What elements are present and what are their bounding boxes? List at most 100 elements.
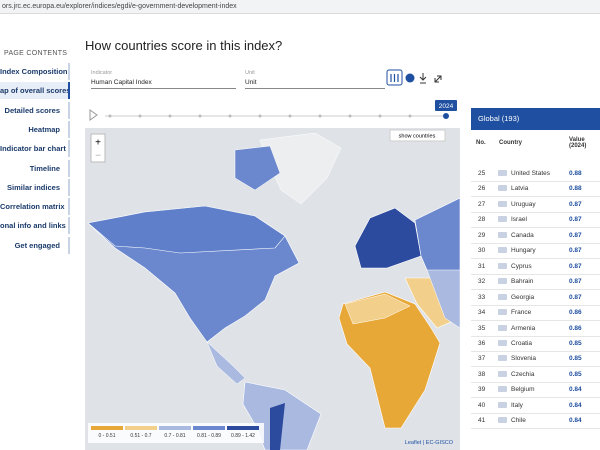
sidebar-link[interactable]: Get engaged — [0, 236, 70, 254]
country: Israel — [511, 216, 527, 224]
rank: 37 — [478, 355, 486, 363]
sidebar-link[interactable]: Timeline — [0, 159, 70, 177]
table-row[interactable]: 30 Hungary 0.87 — [471, 243, 600, 260]
info-button[interactable] — [405, 73, 415, 83]
rank: 25 — [478, 170, 486, 177]
table-row[interactable]: 31 Cyprus 0.87 — [471, 259, 600, 275]
unit-select[interactable]: Unit — [245, 79, 385, 89]
flag — [498, 417, 507, 424]
country: Armenia — [511, 324, 536, 332]
unit-label: Unit — [245, 70, 255, 76]
show-countries-button[interactable] — [389, 129, 446, 142]
table-row[interactable]: 35 Armenia 0.86 — [471, 321, 600, 337]
table-row[interactable]: 25 United States 0.88 — [471, 166, 600, 182]
value: 0.88 — [569, 185, 582, 193]
year-badge — [435, 100, 457, 111]
legend-label: 0.51 - 0.7 — [130, 433, 151, 439]
sidebar: Index Composition ap of overall scores Det… — [0, 63, 70, 263]
central-america — [206, 341, 246, 385]
flag — [498, 386, 507, 393]
attribution: Leaflet | EC-GISCO — [405, 440, 454, 446]
zoom-in[interactable]: + — [95, 138, 101, 149]
africa — [338, 291, 441, 429]
country: Canada — [511, 231, 534, 239]
sidebar-link[interactable]: Index Composition — [0, 63, 70, 80]
country: Hungary — [511, 247, 536, 255]
table-row[interactable]: 36 Croatia 0.85 — [471, 336, 600, 352]
value: 0.87 — [569, 216, 582, 224]
download-button[interactable] — [419, 73, 427, 84]
flag — [498, 401, 507, 408]
flag — [498, 185, 507, 192]
flag — [498, 231, 507, 238]
sidebar-link[interactable]: Indicator bar chart — [0, 140, 70, 158]
header-country: Country — [499, 140, 522, 146]
table-row[interactable]: 40 Italy 0.84 — [471, 398, 600, 414]
flag — [498, 339, 507, 346]
country: Belgium — [511, 386, 535, 394]
rank: 38 — [478, 370, 486, 378]
flag — [498, 309, 507, 316]
arctic-islands — [234, 145, 281, 191]
flag — [498, 324, 507, 331]
sidebar-link[interactable]: ap of overall scores — [0, 82, 70, 100]
play-button[interactable] — [89, 109, 98, 121]
sidebar-link[interactable]: Similar indices — [0, 178, 70, 196]
zoom-control — [90, 133, 106, 163]
value: 0.87 — [569, 262, 582, 270]
table-row[interactable]: 27 Uruguay 0.87 — [471, 197, 600, 213]
table-row[interactable]: 39 Belgium 0.84 — [471, 382, 600, 399]
value: 0.87 — [569, 200, 582, 208]
legend-swatch — [159, 426, 191, 430]
rank: 40 — [478, 401, 486, 409]
value: 0.87 — [569, 293, 582, 301]
table-row[interactable]: 32 Bahrain 0.87 — [471, 274, 600, 291]
flag — [498, 278, 507, 285]
flag — [498, 200, 507, 207]
legend-swatch — [91, 426, 123, 430]
value: 0.84 — [569, 401, 582, 409]
rank: 32 — [478, 278, 486, 286]
legend-swatch — [125, 426, 157, 430]
table-row[interactable]: 28 Israel 0.87 — [471, 212, 600, 229]
table-row[interactable]: 29 Canada 0.87 — [471, 228, 600, 244]
country: Italy — [511, 401, 523, 409]
table-row[interactable]: 38 Czechia 0.85 — [471, 367, 600, 383]
header-value: Value (2024) — [569, 137, 587, 149]
value: 0.84 — [569, 417, 582, 425]
zoom-out[interactable]: − — [95, 151, 101, 162]
sidebar-link[interactable]: Correlation matrix — [0, 198, 70, 216]
value: 0.85 — [569, 370, 582, 378]
country: Uruguay — [511, 200, 536, 208]
url-bar[interactable]: ors.jrc.ec.europa.eu/explorer/indices/eg… — [0, 0, 600, 14]
timeline-handle[interactable] — [443, 113, 449, 119]
flag — [498, 216, 507, 223]
flag — [498, 355, 507, 362]
indicator-select[interactable]: Human Capital Index — [91, 79, 236, 89]
rank: 35 — [478, 324, 486, 332]
north-africa — [344, 293, 411, 325]
value: 0.88 — [569, 170, 582, 177]
fullscreen-button[interactable] — [434, 75, 442, 83]
sidebar-link[interactable]: Detailed scores — [0, 101, 70, 119]
table-row[interactable]: 34 France 0.86 — [471, 305, 600, 322]
table-row[interactable]: 26 Latvia 0.88 — [471, 181, 600, 198]
table-row[interactable]: 37 Slovenia 0.85 — [471, 351, 600, 368]
sidebar-link[interactable]: Heatmap — [0, 120, 70, 138]
indicator-label: Indicator — [91, 70, 113, 76]
rank: 39 — [478, 386, 486, 394]
filter-icon — [390, 74, 399, 82]
rank: 27 — [478, 200, 486, 208]
legend-swatch — [193, 426, 225, 430]
canada — [87, 205, 286, 254]
section-title: How countries score in this index? — [85, 38, 283, 53]
rank: 31 — [478, 262, 486, 270]
rank: 33 — [478, 293, 486, 301]
value: 0.85 — [569, 355, 582, 363]
table-row[interactable]: 33 Georgia 0.87 — [471, 290, 600, 306]
country: Czechia — [511, 370, 535, 378]
value: 0.86 — [569, 324, 582, 332]
table-row[interactable]: 41 Chile 0.84 — [471, 413, 600, 430]
value: 0.85 — [569, 339, 582, 347]
sidebar-link[interactable]: onal info and links — [0, 217, 70, 235]
